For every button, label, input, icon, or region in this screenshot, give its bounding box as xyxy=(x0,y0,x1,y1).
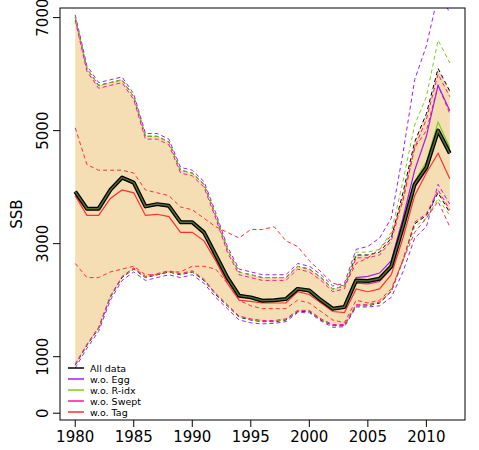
x-tick-label: 1985 xyxy=(115,428,153,446)
series-line xyxy=(75,122,450,308)
x-tick xyxy=(367,420,368,427)
legend-swatch xyxy=(68,367,84,369)
x-tick xyxy=(250,420,251,427)
legend-label: w.o. R-idx xyxy=(90,385,136,396)
x-tick-label: 2010 xyxy=(407,428,445,446)
bound-line xyxy=(75,18,450,289)
legend-label: w.o. Swept xyxy=(90,396,141,407)
legend-swatch xyxy=(68,389,84,391)
y-tick-label: 5000 xyxy=(34,112,52,150)
x-tick-label: 1995 xyxy=(232,428,270,446)
legend: All dataw.o. Eggw.o. R-idxw.o. Sweptw.o.… xyxy=(68,363,141,418)
bound-line xyxy=(75,198,450,364)
x-tick xyxy=(75,420,76,427)
series-line-halo xyxy=(75,131,450,309)
chart: 1980 1985 1990 1995 2000 2005 2010 0 1000 3000 500… xyxy=(0,0,479,450)
legend-swatch xyxy=(68,411,84,413)
bound-line xyxy=(75,190,450,364)
y-tick xyxy=(53,243,60,244)
x-tick xyxy=(192,420,193,427)
y-axis-label: SSB xyxy=(8,199,26,228)
frame xyxy=(60,8,465,420)
legend-label: w.o. Tag xyxy=(90,407,128,418)
y-tick xyxy=(53,356,60,357)
x-tick xyxy=(309,420,310,427)
y-tick xyxy=(53,130,60,131)
x-tick-label: 1980 xyxy=(56,428,94,446)
x-tick xyxy=(133,420,134,427)
bound-line xyxy=(75,184,450,368)
plot-area xyxy=(75,8,450,368)
y-tick-label: 1000 xyxy=(34,338,52,376)
bound-line xyxy=(75,8,450,286)
bound-line xyxy=(75,18,450,289)
bound-line xyxy=(75,193,450,365)
series-line xyxy=(75,133,450,309)
y-tick-label: 3000 xyxy=(34,225,52,263)
series-line xyxy=(75,131,450,309)
series-line xyxy=(75,153,450,312)
x-tick xyxy=(426,420,427,427)
y-tick xyxy=(53,17,60,18)
legend-swatch xyxy=(68,400,84,402)
series-line xyxy=(75,85,450,309)
x-tick-label: 1990 xyxy=(173,428,211,446)
legend-label: w.o. Egg xyxy=(90,374,130,385)
y-tick-label: 0 xyxy=(34,408,52,418)
legend-swatch xyxy=(68,378,84,380)
confidence-band xyxy=(75,18,450,366)
legend-label: All data xyxy=(90,363,126,374)
x-tick-label: 2000 xyxy=(290,428,328,446)
y-tick xyxy=(53,413,60,414)
x-tick-label: 2005 xyxy=(349,428,387,446)
y-tick-label: 7000 xyxy=(34,0,52,37)
